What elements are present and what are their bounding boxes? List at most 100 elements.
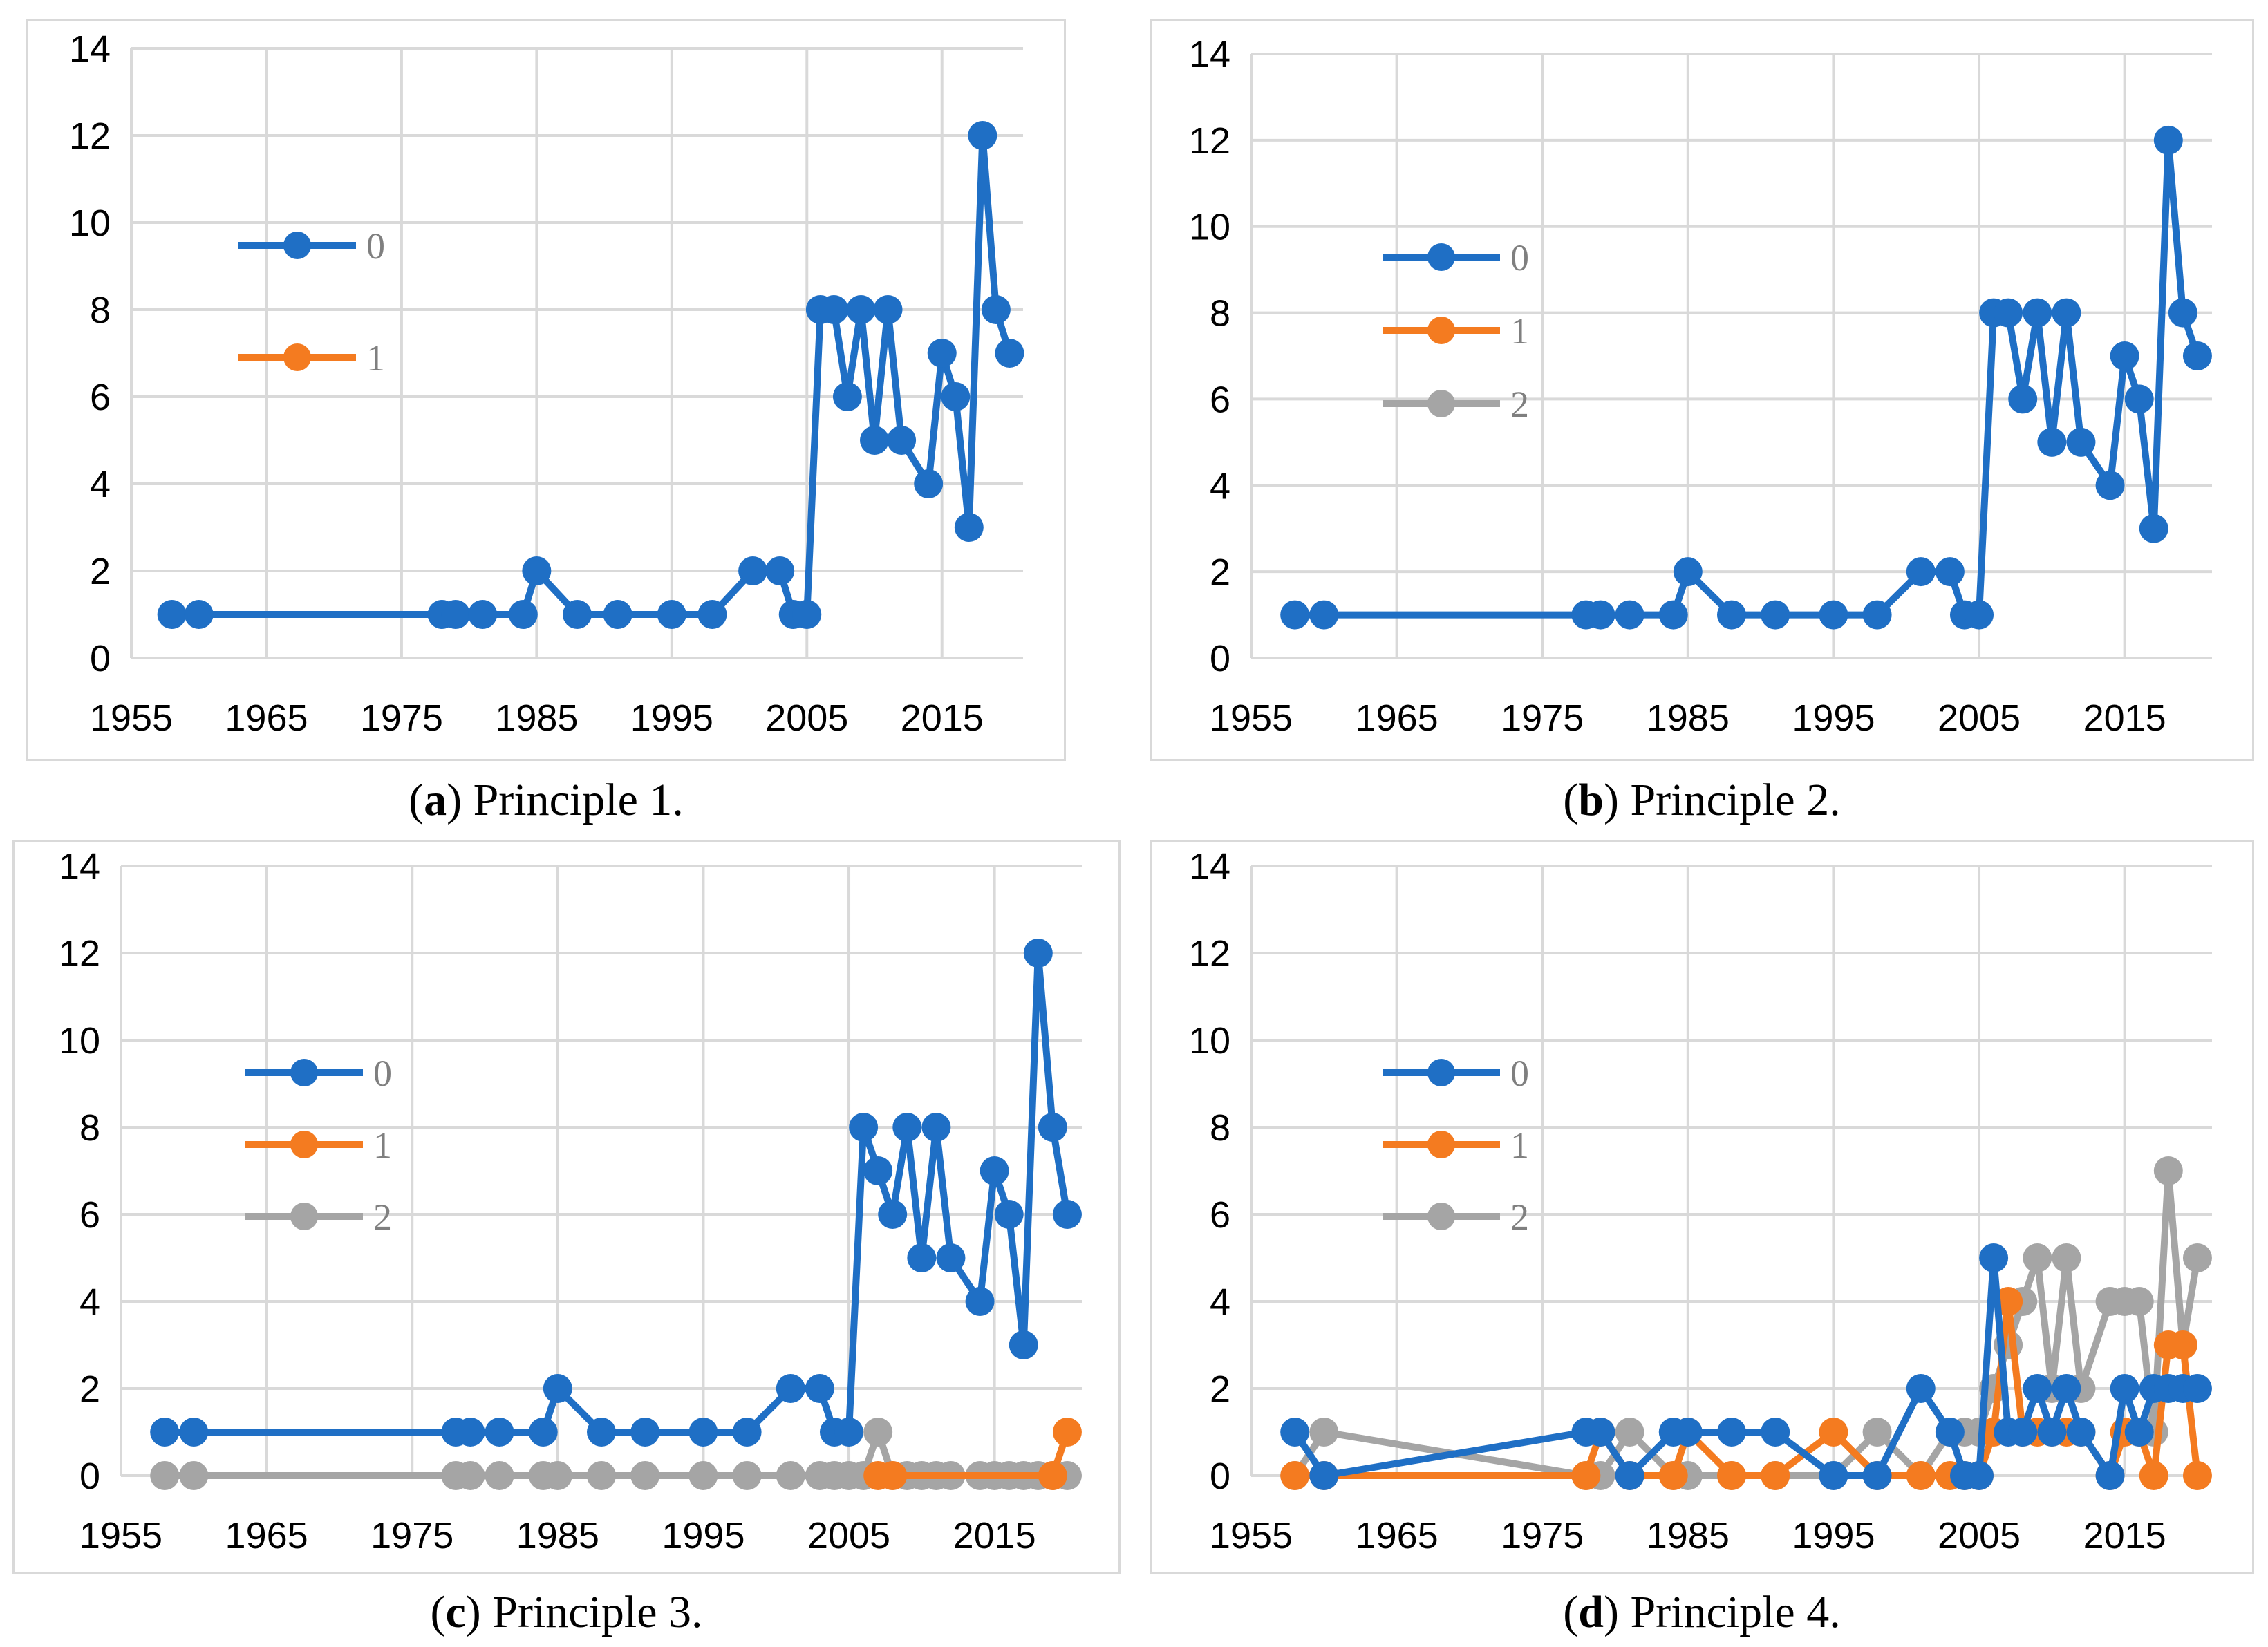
panel-a-series-0-point-2018 [968, 121, 997, 150]
panel-b-frame [1150, 19, 2254, 761]
panel-d-series-1-point-2019 [2168, 1330, 2197, 1359]
panel-b-legend-0-marker [1427, 243, 1455, 271]
panel-b-series-0-point-2016 [2124, 384, 2154, 414]
panel-b-ytick-8: 8 [1210, 293, 1230, 335]
panel-c-ytick-10: 10 [59, 1020, 100, 1062]
panel-c-series-2-point-1958 [150, 1461, 180, 1490]
panel-a-series-0-point-2001 [738, 556, 768, 585]
panel-b-ytick-14: 14 [1189, 34, 1230, 75]
panel-a-series-0-point-1991 [603, 600, 632, 629]
panel-b-xtick-1955: 1955 [1210, 697, 1293, 739]
panel-a-series-0-point-2009 [846, 295, 876, 324]
panel-a-legend-0-label: 0 [366, 225, 385, 267]
panel-c-series-1-point-2008 [878, 1461, 908, 1490]
panel-d-legend-1-marker [1427, 1131, 1455, 1158]
panel-c-series-0-point-1981 [485, 1418, 514, 1447]
caption-a-text: Principle 1. [473, 775, 684, 825]
panel-b-xtick-1975: 1975 [1501, 697, 1584, 739]
panel-a-frame [26, 19, 1066, 761]
panel-a-series-0-point-2007 [819, 295, 849, 324]
panel-c-xtick-1965: 1965 [225, 1515, 308, 1556]
panel-d-series-0-point-2011 [2052, 1374, 2081, 1403]
panel-b-xtick-1965: 1965 [1356, 697, 1438, 739]
panel-d-series-2-point-1981 [1615, 1418, 1644, 1447]
panel-b-series-0-point-2015 [2110, 341, 2139, 370]
panel-d-series-1-point-2001 [1906, 1461, 1936, 1490]
panel-a-series-0-point-2011 [873, 295, 903, 324]
panel-c-series-0-point-2014 [965, 1287, 995, 1316]
panel-d-series-2-point-2018 [2153, 1156, 2183, 1185]
panel-c-xtick-2015: 2015 [953, 1515, 1036, 1556]
panel-d-series-0-point-1960 [1309, 1461, 1339, 1490]
panel-c-xtick-1985: 1985 [516, 1515, 599, 1556]
panel-b-series-0-point-2001 [1906, 557, 1936, 587]
panel-b-series-0-point-1998 [1862, 600, 1892, 630]
caption-d: (d) Principle 4. [1563, 1587, 1841, 1637]
panel-d-frame [1150, 840, 2254, 1574]
panel-c-series-0-point-2019 [1038, 1113, 1067, 1142]
panel-a-series-0-point-1985 [522, 556, 552, 585]
panel-c-series-0-point-1958 [150, 1418, 180, 1447]
panel-b-ytick-6: 6 [1210, 379, 1230, 420]
panel-c-series-2-point-1985 [543, 1461, 572, 1490]
panel-b-series-0-line [1295, 136, 2201, 619]
panel-a-series-0-point-1960 [184, 600, 214, 629]
panel-c-series-2-point-1995 [688, 1461, 718, 1490]
panel-d-series-0-point-1991 [1761, 1418, 1790, 1447]
panel-d-ytick-14: 14 [1189, 846, 1230, 887]
panel-a-series-0-line [171, 132, 1013, 618]
panel-a-series-0-point-2019 [981, 295, 1011, 324]
panel-a-xtick-1995: 1995 [630, 697, 713, 739]
panel-d-series-0-point-2010 [2037, 1418, 2067, 1447]
panel-c-ytick-6: 6 [79, 1194, 100, 1236]
panel-d-series-0-point-1981 [1615, 1461, 1644, 1490]
panel-d-ytick-12: 12 [1189, 933, 1230, 975]
panel-b-legend-1-label: 1 [1510, 310, 1529, 352]
panel-c-frame [12, 840, 1121, 1574]
panel-b-ytick-12: 12 [1189, 120, 1230, 162]
panel-a-series-0-point-2014 [914, 469, 944, 498]
panel-d-series-0-point-2001 [1906, 1374, 1936, 1403]
panel-c-series-0-point-1984 [528, 1418, 558, 1447]
panel-d-ytick-2: 2 [1210, 1368, 1230, 1410]
panel-c-series-0-line [165, 950, 1071, 1436]
panel-d-series-0-point-2008 [2008, 1418, 2038, 1447]
panel-a-xtick-2005: 2005 [765, 697, 848, 739]
panel-d-xtick-1965: 1965 [1356, 1515, 1438, 1556]
panel-c-ytick-2: 2 [79, 1368, 100, 1410]
panel-a-legend-1-marker [283, 343, 311, 371]
panel-c-ytick-0: 0 [79, 1456, 100, 1497]
panel-c-series-0-point-2003 [805, 1374, 834, 1403]
panel-b-series-0-point-2014 [2095, 471, 2125, 500]
panel-d-series-2-point-2011 [2052, 1243, 2081, 1272]
panel-d-series-0-point-2014 [2095, 1461, 2125, 1490]
panel-b-series-0-point-1960 [1309, 600, 1339, 630]
panel-d-legend-2-label: 2 [1510, 1196, 1529, 1238]
panel-c-series-1-point-2019 [1038, 1461, 1067, 1490]
panel-b-series-0-point-2018 [2153, 125, 2183, 155]
panel-d-ytick-8: 8 [1210, 1107, 1230, 1149]
panel-d-series-0-point-2009 [2023, 1374, 2052, 1403]
panel-c-series-2-point-1988 [587, 1461, 616, 1490]
panel-d-xtick-2015: 2015 [2083, 1515, 2166, 1556]
panel-d-series-0-point-1995 [1819, 1461, 1848, 1490]
panel-d-legend-0-label: 0 [1510, 1053, 1529, 1094]
panel-b-ytick-10: 10 [1189, 207, 1230, 248]
panel-a-series-0-point-1984 [508, 600, 538, 629]
panel-a-series-0-point-2005 [792, 600, 822, 629]
panel-a-series-0-point-1998 [697, 600, 727, 629]
panel-d-xtick-2005: 2005 [1938, 1515, 2021, 1556]
panel-d-xtick-1995: 1995 [1792, 1515, 1875, 1556]
panel-c-legend-2-marker [290, 1203, 318, 1230]
panel-c-series-0-point-2011 [921, 1113, 951, 1142]
panel-c-series-0-point-2012 [936, 1243, 966, 1272]
panel-c-xtick-1975: 1975 [371, 1515, 453, 1556]
panel-c-series-2-point-1979 [456, 1461, 485, 1490]
panel-c-series-0-point-1979 [456, 1418, 485, 1447]
panel-a-ytick-6: 6 [90, 377, 111, 418]
caption-a: (a) Principle 1. [409, 775, 684, 825]
panel-d-series-0-point-2003 [1935, 1418, 1965, 1447]
caption-d-letter: d [1578, 1587, 1604, 1637]
panel-c-series-0-point-1988 [587, 1418, 616, 1447]
